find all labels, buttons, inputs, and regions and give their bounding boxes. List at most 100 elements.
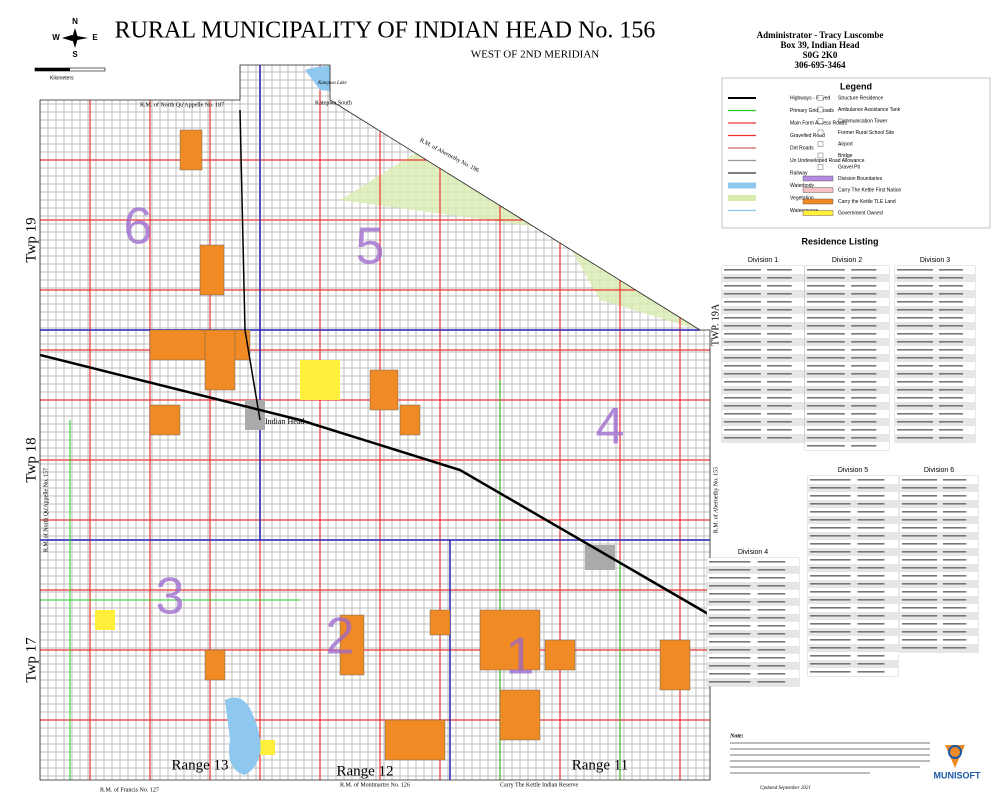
residence-title: Residence Listing [801,236,878,246]
table-row [805,346,889,354]
row-text [857,671,885,673]
row-text [807,269,845,271]
row-text [767,293,792,295]
row-text [902,647,938,649]
row-text [942,511,967,513]
row-text [897,421,933,423]
range: Range 13 [171,757,228,773]
legend-label: Communication Tower [838,118,888,124]
row-text [939,413,963,415]
row-text [942,487,967,489]
table-row [900,636,978,644]
rm-label: R.M. of Montmartre No. 126 [340,781,410,788]
table-row [900,620,978,628]
row-text [810,535,851,537]
table-row [895,386,975,394]
table-row [900,516,978,524]
row-text [807,317,845,319]
row-text [807,413,845,415]
row-text [897,333,933,335]
row-text [724,397,761,399]
table-row [808,644,898,652]
row-text [807,309,845,311]
rm-label: R.M. of Francis No. 127 [100,786,159,793]
row-text [851,429,877,431]
row-text [851,293,877,295]
table-row [805,354,889,362]
table-row [722,410,804,418]
row-text [939,437,963,439]
table-row [895,306,975,314]
row-text [709,657,751,659]
table-row [707,654,799,662]
row-text [810,511,851,513]
row-text [897,341,933,343]
row-text [851,341,877,343]
row-text [851,437,877,439]
table-row [808,636,898,644]
row-text [851,301,877,303]
row-text [851,317,877,319]
row-text [757,657,786,659]
table-row [808,604,898,612]
table-row [900,500,978,508]
row-text [851,277,877,279]
row-text [939,309,963,311]
division-heading: Division 6 [924,467,954,474]
table-row [707,630,799,638]
row-text [767,357,792,359]
table-row [895,402,975,410]
row-text [709,617,751,619]
row-text [939,389,963,391]
row-text [767,317,792,319]
row-text [939,365,963,367]
table-row [722,354,804,362]
row-text [851,365,877,367]
table-row [900,548,978,556]
table-row [895,434,975,442]
table-row [722,370,804,378]
row-text [897,429,933,431]
row-text [810,583,851,585]
row-text [807,373,845,375]
row-text [857,495,885,497]
table-row [808,516,898,524]
row-text [942,615,967,617]
row-text [942,623,967,625]
subtitle: WEST OF 2ND MERIDIAN [471,49,599,61]
row-text [851,373,877,375]
row-text [807,445,845,447]
row-text [942,591,967,593]
row-text [939,373,963,375]
table-row [808,548,898,556]
table-row [895,266,975,274]
division-heading: Division 2 [832,257,862,264]
row-text [902,615,938,617]
row-text [897,309,933,311]
row-text [709,673,751,675]
row-text [897,381,933,383]
row-text [767,349,792,351]
row-text [897,397,933,399]
row-text [902,543,938,545]
row-text [897,317,933,319]
division-number: 6 [124,198,153,256]
table-row [808,532,898,540]
table-row [900,644,978,652]
row-text [709,577,751,579]
table-row [805,426,889,434]
town: Katepwa South [315,100,352,106]
row-text [757,641,786,643]
table-row [808,612,898,620]
row-text [942,647,967,649]
row-text [709,601,751,603]
row-text [851,421,877,423]
residence-listing: Residence Listing Division 1 Division 2 Di… [706,236,979,687]
legend-swatch [728,195,756,201]
table-row [900,492,978,500]
table-row [808,524,898,532]
row-text [810,543,851,545]
table-row [805,282,889,290]
row-text [709,649,751,651]
